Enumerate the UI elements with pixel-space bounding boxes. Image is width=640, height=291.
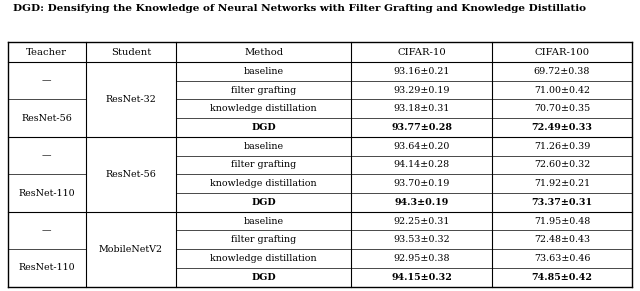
- Text: 94.3±0.19: 94.3±0.19: [394, 198, 449, 207]
- Text: filter grafting: filter grafting: [231, 235, 296, 244]
- Text: MobileNetV2: MobileNetV2: [99, 245, 163, 254]
- Text: 71.95±0.48: 71.95±0.48: [534, 217, 590, 226]
- Text: knowledge distillation: knowledge distillation: [211, 254, 317, 263]
- Text: 93.18±0.31: 93.18±0.31: [394, 104, 450, 113]
- Text: 93.53±0.32: 93.53±0.32: [393, 235, 450, 244]
- Text: DGD: Densifying the Knowledge of Neural Networks with Filter Grafting and Knowle: DGD: Densifying the Knowledge of Neural …: [13, 4, 586, 13]
- Text: 92.95±0.38: 92.95±0.38: [393, 254, 450, 263]
- Text: 93.64±0.20: 93.64±0.20: [394, 142, 450, 151]
- Text: 72.48±0.43: 72.48±0.43: [534, 235, 590, 244]
- Text: 71.00±0.42: 71.00±0.42: [534, 86, 590, 95]
- Text: 72.49±0.33: 72.49±0.33: [532, 123, 593, 132]
- Text: 69.72±0.38: 69.72±0.38: [534, 67, 590, 76]
- Text: knowledge distillation: knowledge distillation: [211, 179, 317, 188]
- Text: Student: Student: [111, 47, 151, 56]
- Text: ResNet-56: ResNet-56: [21, 113, 72, 123]
- Text: 93.77±0.28: 93.77±0.28: [391, 123, 452, 132]
- Text: ResNet-110: ResNet-110: [19, 189, 75, 198]
- Text: 93.70±0.19: 93.70±0.19: [394, 179, 450, 188]
- Text: baseline: baseline: [244, 217, 284, 226]
- Text: DGD: DGD: [252, 123, 276, 132]
- Text: ResNet-56: ResNet-56: [106, 170, 157, 179]
- Text: 70.70±0.35: 70.70±0.35: [534, 104, 590, 113]
- Text: CIFAR-100: CIFAR-100: [534, 47, 589, 56]
- Text: 71.26±0.39: 71.26±0.39: [534, 142, 590, 151]
- Text: 94.15±0.32: 94.15±0.32: [391, 273, 452, 282]
- Text: ResNet-110: ResNet-110: [19, 263, 75, 272]
- Text: filter grafting: filter grafting: [231, 86, 296, 95]
- Text: Teacher: Teacher: [26, 47, 67, 56]
- Text: —: —: [42, 226, 51, 235]
- Text: 93.29±0.19: 93.29±0.19: [393, 86, 450, 95]
- Text: ResNet-32: ResNet-32: [106, 95, 156, 104]
- Text: CIFAR-10: CIFAR-10: [397, 47, 446, 56]
- Text: 72.60±0.32: 72.60±0.32: [534, 160, 590, 169]
- Text: 93.16±0.21: 93.16±0.21: [394, 67, 450, 76]
- Text: 71.92±0.21: 71.92±0.21: [534, 179, 590, 188]
- Text: DGD: DGD: [252, 273, 276, 282]
- Text: 92.25±0.31: 92.25±0.31: [394, 217, 450, 226]
- Text: baseline: baseline: [244, 67, 284, 76]
- Text: Method: Method: [244, 47, 284, 56]
- Text: baseline: baseline: [244, 142, 284, 151]
- Text: filter grafting: filter grafting: [231, 160, 296, 169]
- Text: 73.63±0.46: 73.63±0.46: [534, 254, 590, 263]
- Text: 73.37±0.31: 73.37±0.31: [531, 198, 593, 207]
- Text: 94.14±0.28: 94.14±0.28: [394, 160, 449, 169]
- Text: —: —: [42, 76, 51, 85]
- Text: 74.85±0.42: 74.85±0.42: [532, 273, 593, 282]
- Text: —: —: [42, 151, 51, 160]
- Text: DGD: DGD: [252, 198, 276, 207]
- Text: knowledge distillation: knowledge distillation: [211, 104, 317, 113]
